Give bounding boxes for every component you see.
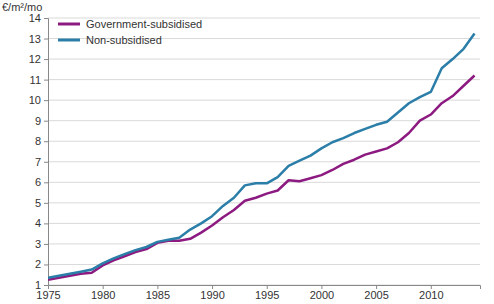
y-tick-label: 12: [29, 53, 41, 65]
grid-line: [48, 59, 480, 60]
grid-line: [48, 223, 480, 224]
x-tick: 1980: [91, 285, 115, 301]
y-tick-mark: [44, 100, 48, 101]
y-tick-mark: [44, 223, 48, 224]
y-tick-mark: [44, 264, 48, 265]
y-tick-mark: [44, 18, 48, 19]
lines: [48, 33, 475, 279]
y-tick-label: 5: [35, 197, 41, 209]
x-tick-label: 1985: [146, 289, 170, 301]
x-tick: 2010: [419, 285, 443, 301]
y-tick-mark: [44, 244, 48, 245]
legend-label: Government-subsidised: [86, 18, 202, 30]
y-tick: 14: [29, 12, 48, 24]
grid-line: [48, 243, 480, 244]
y-tick-mark: [44, 80, 48, 81]
y-tick-mark: [44, 203, 48, 204]
grid-line: [48, 79, 480, 80]
y-tick-label: 11: [30, 74, 41, 86]
x-tick: 2005: [364, 285, 388, 301]
y-tick-label: 2: [35, 258, 41, 270]
y-tick: 7: [35, 156, 48, 168]
x-tick-label: 1995: [255, 289, 279, 301]
y-tick-label: 9: [35, 115, 41, 127]
y-tick-label: 13: [29, 33, 41, 45]
y-tick-label: 10: [29, 94, 41, 106]
series-line: [48, 76, 475, 280]
y-tick: 5: [35, 197, 48, 209]
grid-line: [48, 264, 480, 265]
grid-line: [48, 202, 480, 203]
y-tick-label: 14: [29, 12, 41, 24]
x-axis: 1975 1980 1985 1990 1995 2000 2005 2010: [36, 285, 480, 301]
y-tick-mark: [44, 59, 48, 60]
grid-line: [48, 141, 480, 142]
y-tick: 13: [29, 33, 48, 45]
y-axis-line: [44, 19, 49, 286]
y-tick: 10: [29, 94, 48, 106]
chart: 1234567891011121314197519801985199019952…: [0, 0, 494, 304]
y-tick-mark: [44, 141, 48, 142]
x-tick-label: 2000: [310, 289, 334, 301]
y-tick: 12: [29, 53, 48, 65]
y-tick-label: 3: [35, 238, 41, 250]
y-axis-title: €/m²/mo: [2, 1, 42, 13]
x-tick: 1975: [36, 285, 60, 301]
x-tick-label: 2005: [364, 289, 388, 301]
x-tick-label: 2010: [419, 289, 443, 301]
x-tick-label: 1980: [91, 289, 115, 301]
y-tick: 8: [35, 135, 48, 147]
y-tick: 4: [35, 217, 48, 229]
y-tick-mark: [44, 162, 48, 163]
x-tick: 1995: [255, 285, 279, 301]
y-tick: 9: [35, 115, 48, 127]
y-tick-label: 4: [35, 217, 41, 229]
legend-swatch: [58, 39, 80, 42]
x-tick: 2000: [310, 285, 334, 301]
grid-line: [48, 161, 480, 162]
x-tick: 1990: [200, 285, 224, 301]
y-tick: 11: [30, 74, 48, 86]
y-tick-label: 6: [35, 176, 41, 188]
y-tick-label: 7: [35, 156, 41, 168]
legend-label: Non-subsidised: [86, 34, 162, 46]
y-tick-mark: [44, 182, 48, 183]
y-tick: 2: [35, 258, 48, 270]
y-tick-mark: [44, 285, 48, 286]
y-tick: 3: [35, 238, 48, 250]
legend-swatch: [58, 23, 80, 26]
grid-line: [48, 120, 480, 121]
x-tick-label: 1990: [200, 289, 224, 301]
legend: Government-subsidised Non-subsidised: [58, 18, 202, 46]
x-tick: 1985: [146, 285, 170, 301]
y-tick-mark: [44, 39, 48, 40]
y-tick-label: 8: [35, 135, 41, 147]
y-tick: 6: [35, 176, 48, 188]
y-axis: 1234567891011121314: [29, 12, 49, 291]
x-tick-label: 1975: [36, 289, 60, 301]
y-tick-mark: [44, 121, 48, 122]
series-line: [48, 33, 475, 277]
grid: [48, 18, 480, 285]
